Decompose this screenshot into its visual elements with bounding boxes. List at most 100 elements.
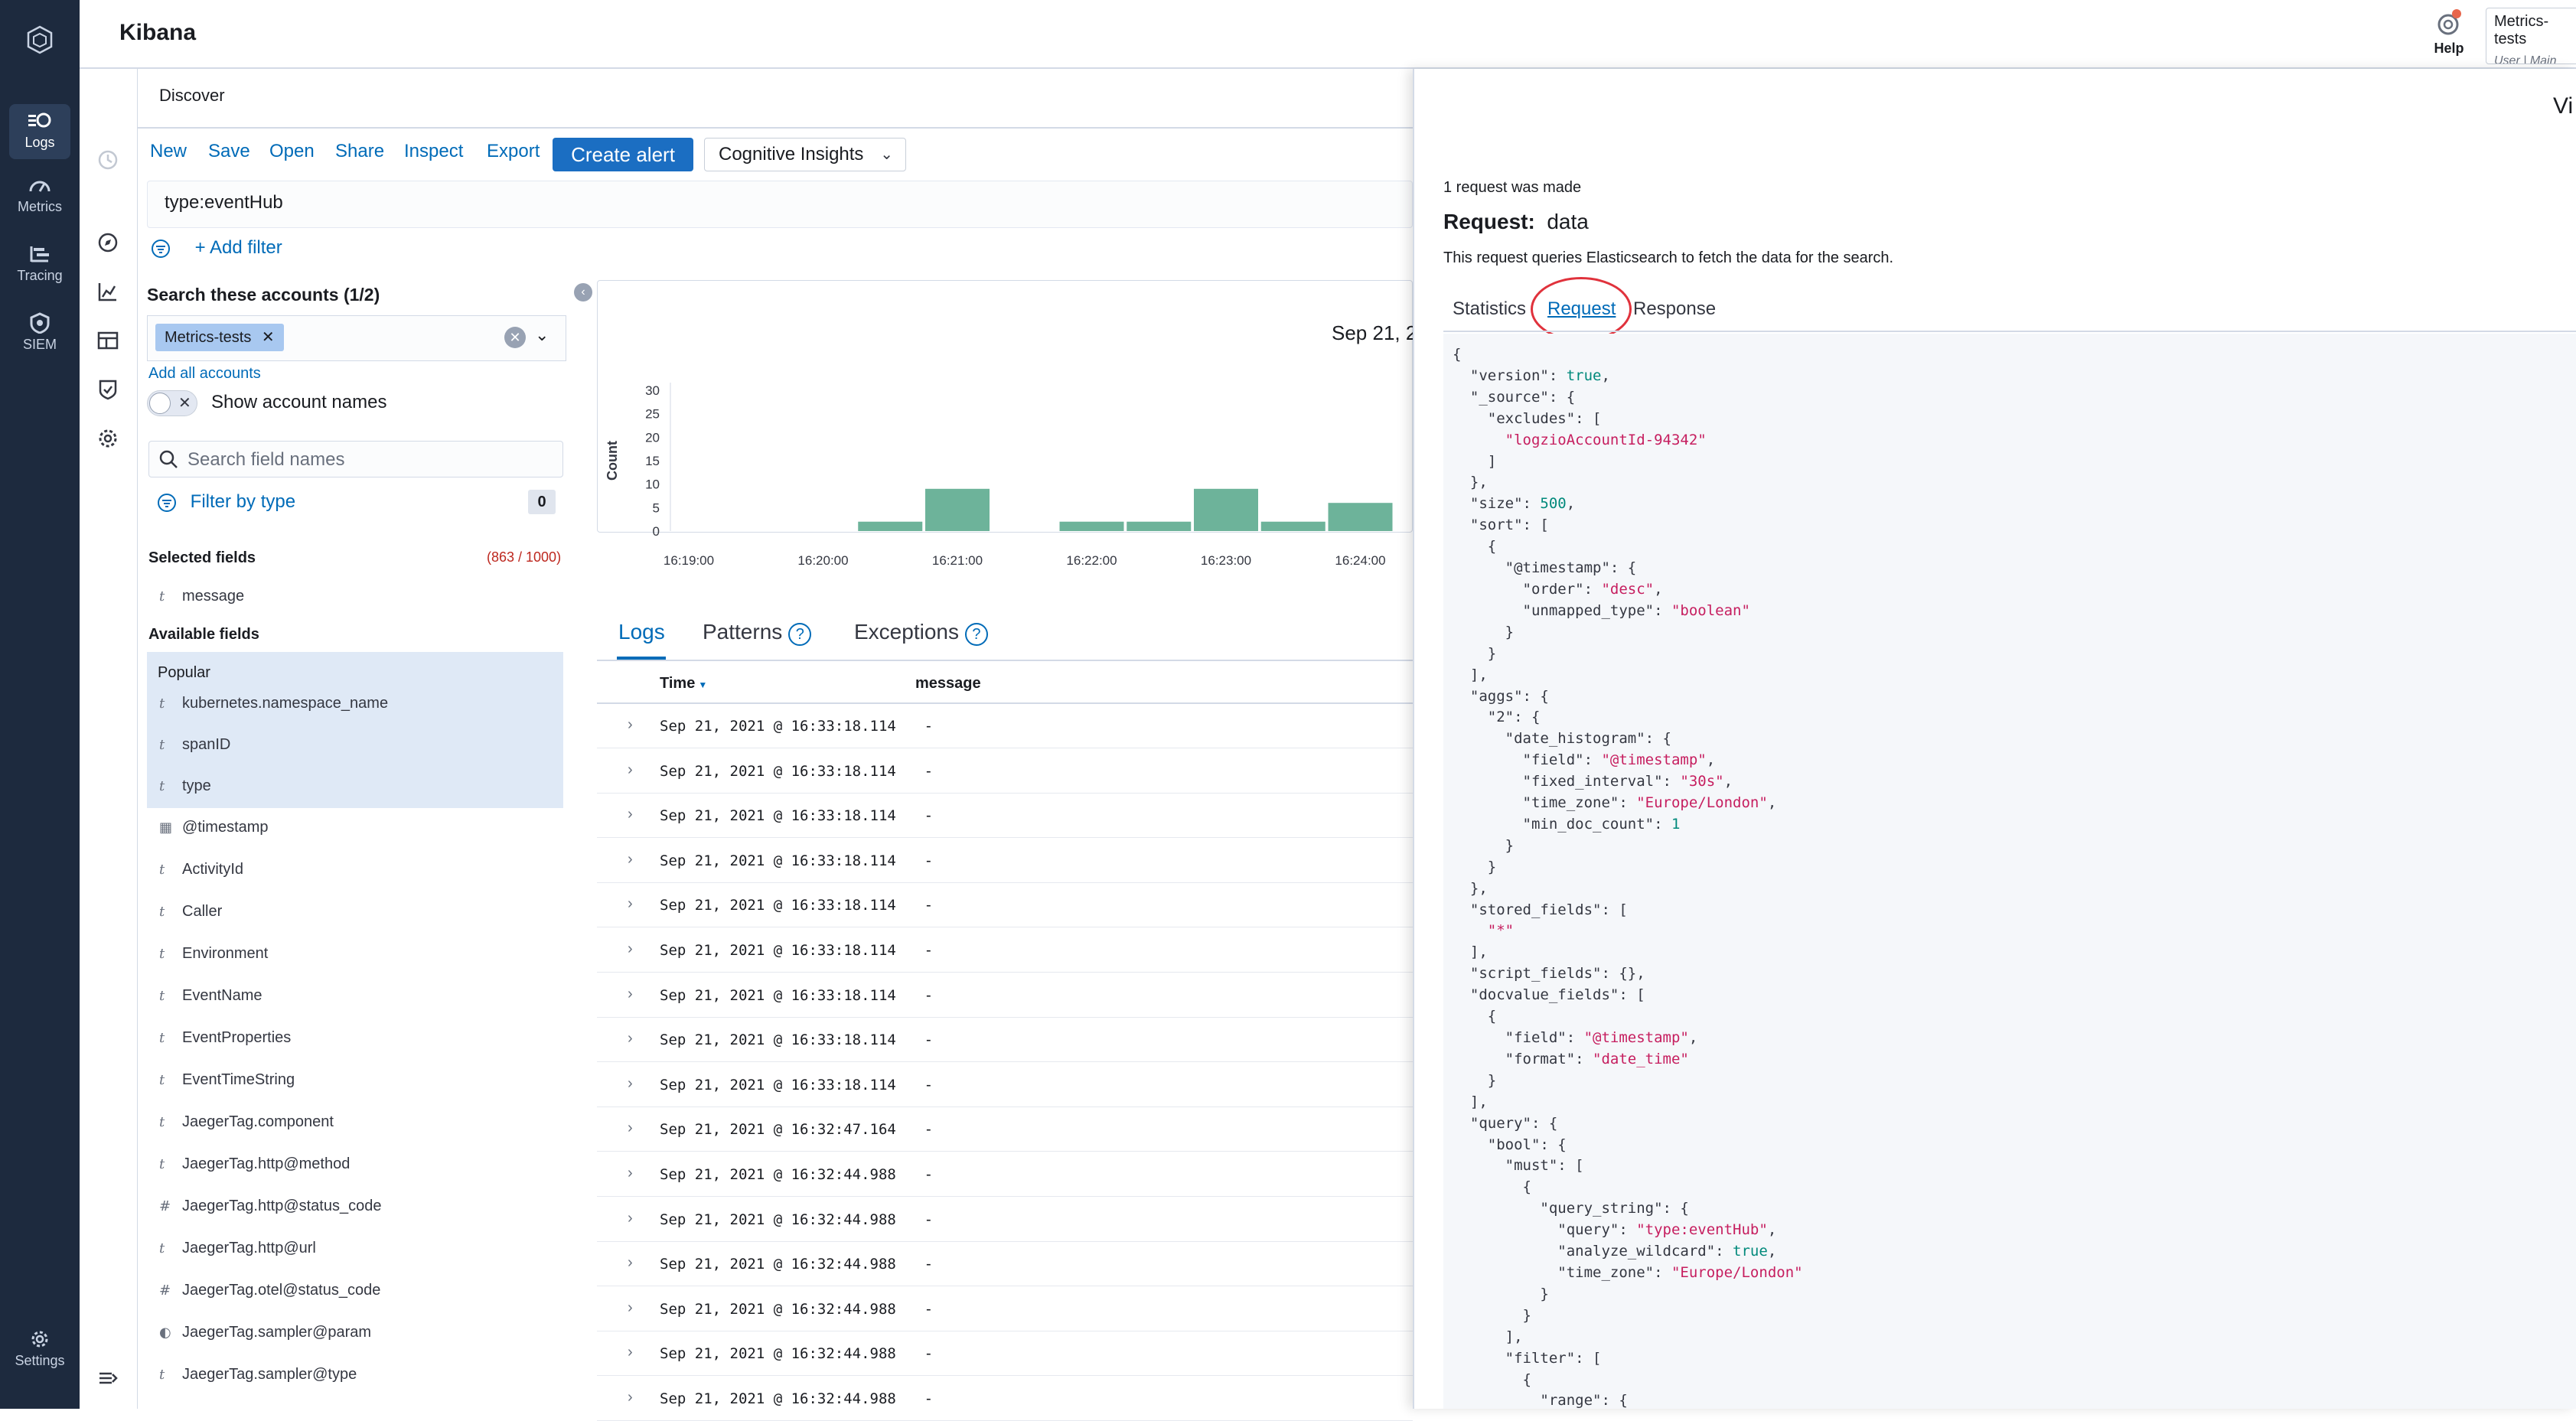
filter-by-type-button[interactable]: Filter by type	[156, 491, 295, 513]
app-logo-icon[interactable]	[24, 24, 55, 55]
field-item[interactable]: t JaegerTag.component	[159, 1113, 334, 1136]
field-item[interactable]: t type	[159, 777, 211, 800]
expand-row-icon[interactable]: ›	[628, 1165, 633, 1181]
expand-row-icon[interactable]: ›	[628, 985, 633, 1002]
account-chip[interactable]: Metrics-tests ✕	[155, 324, 284, 351]
dashboard-icon[interactable]	[96, 329, 119, 352]
expand-row-icon[interactable]: ›	[628, 1120, 633, 1137]
account-selector[interactable]: Metrics-tests ✕ ✕ ⌄	[147, 315, 566, 361]
table-row[interactable]: › Sep 21, 2021 @ 16:32:47.164 -	[597, 1107, 1413, 1152]
settings-gear-icon[interactable]	[96, 427, 119, 450]
table-row[interactable]: › Sep 21, 2021 @ 16:32:44.988 -	[597, 1377, 1413, 1421]
table-row[interactable]: › Sep 21, 2021 @ 16:32:44.988 -	[597, 1152, 1413, 1197]
help-button[interactable]: Help	[2418, 8, 2480, 57]
expand-nav-icon[interactable]	[96, 1367, 119, 1390]
table-row[interactable]: › Sep 21, 2021 @ 16:32:44.988 -	[597, 1287, 1413, 1331]
breadcrumb[interactable]: Discover	[159, 86, 225, 105]
compass-icon[interactable]	[96, 231, 119, 254]
table-row[interactable]: › Sep 21, 2021 @ 16:33:18.114 -	[597, 839, 1413, 883]
rail-item-tracing[interactable]: Tracing	[0, 243, 80, 284]
shield-check-icon[interactable]	[96, 378, 119, 401]
help-circle-icon[interactable]: ?	[788, 623, 812, 646]
field-item[interactable]: t message	[159, 588, 244, 611]
table-row[interactable]: › Sep 21, 2021 @ 16:33:18.114 -	[597, 749, 1413, 794]
field-item[interactable]: t JaegerTag.http@method	[159, 1155, 350, 1178]
cognitive-insights-dropdown[interactable]: Cognitive Insights ⌄	[704, 138, 906, 171]
chevron-down-icon[interactable]: ⌄	[535, 325, 549, 344]
open-button[interactable]: Open	[269, 141, 315, 161]
add-filter-button[interactable]: + Add filter	[194, 237, 282, 258]
field-item[interactable]: t ActivityId	[159, 861, 243, 884]
table-row[interactable]: › Sep 21, 2021 @ 16:32:44.988 -	[597, 1242, 1413, 1287]
column-header-message[interactable]: message	[915, 675, 981, 692]
search-field-names-input[interactable]: Search field names	[148, 441, 563, 477]
field-item[interactable]: # JaegerTag.otel@status_code	[159, 1282, 380, 1305]
code-line: "format": "date_time"	[1453, 1051, 1689, 1067]
rail-item-siem[interactable]: SIEM	[0, 312, 80, 353]
account-menu[interactable]: Metrics-tests User | Main	[2486, 8, 2576, 64]
create-alert-button[interactable]: Create alert	[553, 138, 693, 171]
filter-icon[interactable]	[150, 238, 171, 259]
collapse-sidebar-button[interactable]: ‹	[574, 283, 592, 301]
expand-row-icon[interactable]: ›	[628, 895, 633, 913]
table-row[interactable]: › Sep 21, 2021 @ 16:33:18.114 -	[597, 883, 1413, 928]
help-circle-icon[interactable]: ?	[964, 623, 988, 646]
expand-row-icon[interactable]: ›	[628, 716, 633, 733]
tab-statistics[interactable]: Statistics	[1453, 298, 1527, 319]
expand-row-icon[interactable]: ›	[628, 940, 633, 957]
add-all-accounts-link[interactable]: Add all accounts	[148, 365, 261, 382]
expand-row-icon[interactable]: ›	[628, 1344, 633, 1361]
tab-patterns[interactable]: Patterns?	[703, 620, 812, 646]
field-item[interactable]: # JaegerTag.http@status_code	[159, 1198, 381, 1221]
clear-icon[interactable]: ✕	[504, 327, 526, 348]
field-item[interactable]: t kubernetes.namespace_name	[159, 695, 388, 718]
field-item[interactable]: t JaegerTag.http@url	[159, 1240, 316, 1263]
share-button[interactable]: Share	[335, 141, 385, 161]
field-item[interactable]: t Caller	[159, 903, 222, 926]
tab-exceptions[interactable]: Exceptions?	[854, 620, 988, 646]
field-item[interactable]: t Environment	[159, 945, 268, 968]
new-button[interactable]: New	[150, 141, 187, 161]
save-button[interactable]: Save	[208, 141, 250, 161]
table-row[interactable]: › Sep 21, 2021 @ 16:33:18.114 -	[597, 928, 1413, 973]
table-row[interactable]: › Sep 21, 2021 @ 16:32:44.988 -	[597, 1198, 1413, 1242]
field-item[interactable]: ◐ JaegerTag.sampler@param	[159, 1324, 371, 1347]
table-row[interactable]: › Sep 21, 2021 @ 16:33:18.114 -	[597, 1018, 1413, 1063]
expand-row-icon[interactable]: ›	[628, 1074, 633, 1092]
table-row[interactable]: › Sep 21, 2021 @ 16:32:44.988 -	[597, 1331, 1413, 1377]
expand-row-icon[interactable]: ›	[628, 1209, 633, 1227]
rail-item-settings[interactable]: Settings	[0, 1328, 80, 1369]
expand-row-icon[interactable]: ›	[628, 1299, 633, 1316]
field-item[interactable]: t spanID	[159, 736, 230, 759]
expand-row-icon[interactable]: ›	[628, 1030, 633, 1048]
show-account-names-toggle[interactable]: ✕	[147, 390, 197, 416]
rail-item-metrics[interactable]: Metrics	[0, 174, 80, 215]
code-line: "query": {	[1453, 1115, 1557, 1132]
rail-item-logs[interactable]: Logs	[9, 104, 70, 159]
column-header-time[interactable]: Time ▼	[660, 675, 707, 693]
field-item[interactable]: t EventProperties	[159, 1029, 291, 1052]
histogram-bar	[925, 488, 990, 531]
table-row[interactable]: › Sep 21, 2021 @ 16:33:18.114 -	[597, 704, 1413, 748]
field-item[interactable]: t EventTimeString	[159, 1071, 295, 1094]
expand-row-icon[interactable]: ›	[628, 806, 633, 823]
table-row[interactable]: › Sep 21, 2021 @ 16:33:18.114 -	[597, 794, 1413, 839]
table-row[interactable]: › Sep 21, 2021 @ 16:33:18.114 -	[597, 973, 1413, 1018]
chip-close-icon[interactable]: ✕	[261, 329, 275, 346]
histogram-bar	[1127, 521, 1192, 531]
visualize-icon[interactable]	[96, 280, 119, 303]
tab-logs[interactable]: Logs	[618, 620, 665, 644]
inspect-button[interactable]: Inspect	[404, 141, 464, 161]
field-item[interactable]: t JaegerTag.sampler@type	[159, 1366, 357, 1389]
expand-row-icon[interactable]: ›	[628, 1389, 633, 1406]
export-button[interactable]: Export	[487, 141, 540, 161]
expand-row-icon[interactable]: ›	[628, 1254, 633, 1272]
tab-response[interactable]: Response	[1633, 298, 1717, 319]
expand-row-icon[interactable]: ›	[628, 761, 633, 778]
field-item[interactable]: ▦ @timestamp	[159, 819, 269, 842]
search-query-input[interactable]: type:eventHub	[147, 181, 1413, 228]
field-item[interactable]: t EventName	[159, 987, 262, 1010]
clock-icon[interactable]	[96, 148, 119, 171]
table-row[interactable]: › Sep 21, 2021 @ 16:33:18.114 -	[597, 1063, 1413, 1107]
expand-row-icon[interactable]: ›	[628, 850, 633, 868]
